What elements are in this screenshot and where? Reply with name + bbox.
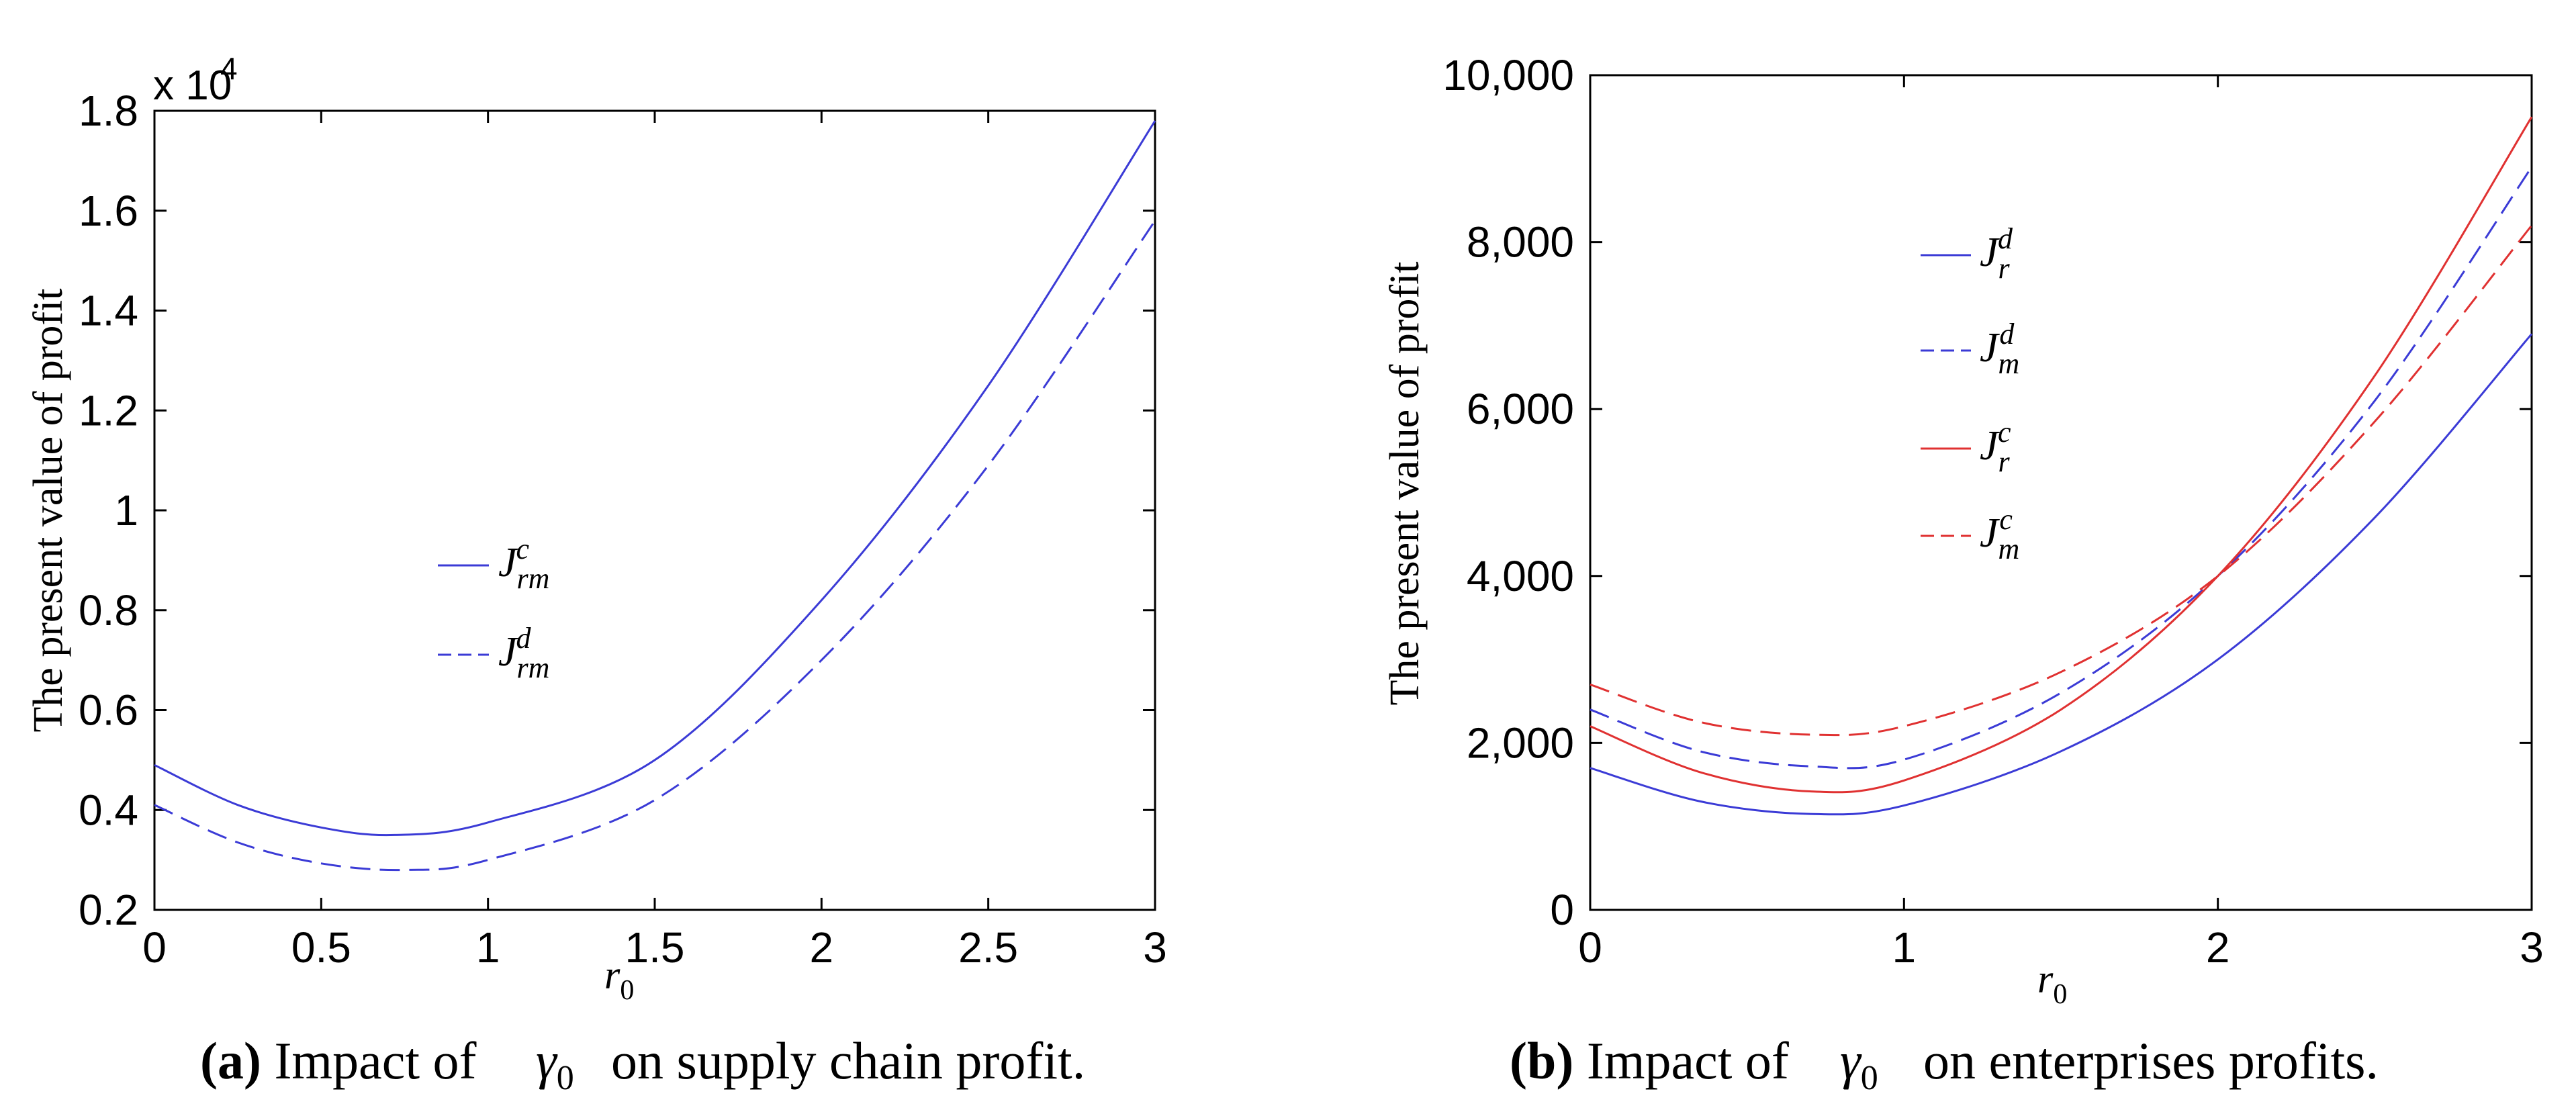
legend-label-jr-d: Jrd [1980, 222, 2013, 285]
chart-a-y-multiplier-exponent: 4 [220, 51, 238, 86]
legend-label-jrm-c: Jrmc [498, 532, 549, 595]
chart-b-ticks: 0 1 2 3 0 2,000 4,000 6,000 8,000 10,000 [1442, 51, 2544, 972]
y-tick-label-b-0: 0 [1550, 886, 1574, 934]
chart-a-series [154, 120, 1156, 872]
x-tick-label-b-2: 2 [2206, 923, 2230, 972]
chart-a-legend: Jrmc Jrmd [438, 532, 549, 684]
series-line-b-Jr-d [1590, 333, 2533, 816]
y-tick-label-b-5: 10,000 [1442, 51, 1574, 99]
chart-b-x-axis-label: r0 [2037, 957, 2067, 1010]
caption-a: (a) Impact of [200, 1031, 477, 1090]
x-tick-label-a-5: 2.5 [958, 923, 1018, 972]
series-line-b-Jm-d [1590, 166, 2533, 770]
caption-a-symbol: γ0 [536, 1031, 574, 1097]
legend-label-jm-c: Jmc [1980, 503, 2019, 565]
chart-a-plot-frame [153, 109, 1156, 911]
chart-a-caption: (a) Impact of γ0 on supply chain profit. [200, 1031, 1085, 1097]
caption-b-symbol: γ0 [1840, 1031, 1878, 1097]
y-tick-label-a-8: 1.8 [79, 87, 138, 135]
y-tick-label-a-4: 1 [114, 486, 138, 535]
series-line-a-Jrm-d [154, 220, 1156, 872]
chart-b-series [1590, 116, 2533, 816]
y-tick-label-b-3: 6,000 [1467, 385, 1574, 433]
series-line-b-Jr-c [1590, 116, 2533, 794]
chart-b-plot-frame [1589, 74, 2533, 911]
chart-a-ticks: 0 0.5 1 1.5 2 2.5 3 0.2 0.4 0.6 0.8 1 1.2 1.4 1.6 1.8 [79, 87, 1167, 972]
chart-b-caption: (b) Impact of γ0 on enterprises profits. [1510, 1031, 2379, 1097]
caption-b-rest: on enterprises profits. [1923, 1031, 2379, 1090]
y-tick-label-a-5: 1.2 [79, 386, 138, 434]
legend-label-jr-c: Jrc [1980, 416, 2011, 478]
y-tick-label-a-1: 0.4 [79, 786, 138, 834]
caption-b: (b) Impact of [1510, 1031, 1789, 1090]
y-tick-label-b-4: 8,000 [1467, 218, 1574, 267]
chart-a: 0 0.5 1 1.5 2 2.5 3 0.2 0.4 0.6 0.8 1 1.2 1.4 1.6 1.8 x… [26, 51, 1167, 1097]
x-tick-label-b-0: 0 [1578, 923, 1602, 972]
chart-b-y-axis-label: The present value of profit [1382, 261, 1428, 705]
x-tick-label-a-4: 2 [810, 923, 834, 972]
chart-b-legend: Jrd Jmd Jrc Jmc [1921, 222, 2019, 565]
y-tick-label-b-1: 2,000 [1467, 719, 1574, 767]
x-tick-label-a-0: 0 [142, 923, 167, 972]
y-tick-label-b-2: 4,000 [1467, 552, 1574, 600]
x-tick-label-a-6: 3 [1143, 923, 1167, 972]
chart-a-y-axis-label: The present value of profit [26, 288, 71, 732]
x-tick-label-b-3: 3 [2520, 923, 2544, 972]
x-tick-label-a-1: 0.5 [291, 923, 351, 972]
legend-label-jm-d: Jmd [1980, 318, 2019, 380]
y-tick-label-a-2: 0.6 [79, 686, 138, 735]
chart-a-y-multiplier: x 10 [153, 62, 232, 109]
x-tick-label-a-2: 1 [476, 923, 500, 972]
chart-b: 0 1 2 3 0 2,000 4,000 6,000 8,000 10,000 The pres… [1382, 51, 2544, 1097]
caption-a-rest: on supply chain profit. [611, 1031, 1085, 1090]
y-tick-label-a-3: 0.8 [79, 586, 138, 635]
series-line-a-Jrm-c [154, 120, 1156, 837]
x-tick-label-a-3: 1.5 [625, 923, 685, 972]
series-line-b-Jm-c [1590, 224, 2533, 737]
y-tick-label-a-7: 1.6 [79, 187, 138, 235]
x-tick-label-b-1: 1 [1892, 923, 1917, 972]
legend-label-jrm-d: Jrmd [498, 622, 549, 684]
y-tick-label-a-0: 0.2 [79, 886, 138, 934]
y-tick-label-a-6: 1.4 [79, 287, 138, 335]
